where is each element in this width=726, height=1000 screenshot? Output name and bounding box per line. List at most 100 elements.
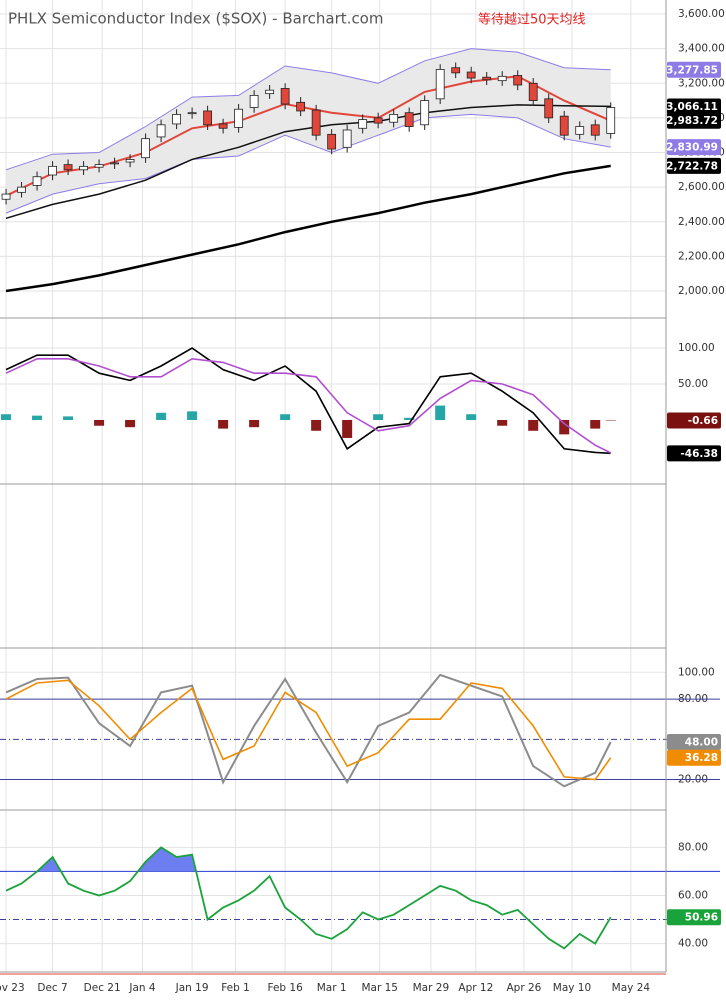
price-tag-label: 2,722.78 — [666, 160, 718, 172]
x-tick-label: Feb 16 — [267, 982, 303, 994]
overbought-fill — [37, 847, 197, 872]
x-tick-label: Dec 21 — [84, 982, 121, 994]
histogram-bar — [559, 419, 570, 435]
candle-body — [528, 82, 538, 101]
x-tick-label: Mar 1 — [317, 982, 347, 994]
candle-body — [358, 119, 368, 129]
y-tick-label: 2,600.00 — [678, 181, 725, 193]
line — [5, 673, 612, 788]
candle-body — [48, 165, 57, 176]
candle-body — [296, 101, 306, 112]
candle-body — [466, 71, 476, 79]
x-tick-label: Mar 29 — [413, 982, 450, 994]
x-tick-label: Apr 26 — [506, 982, 541, 994]
candle-body — [125, 159, 135, 163]
candle-body — [327, 133, 337, 150]
candle-body — [203, 110, 213, 126]
line — [5, 357, 612, 454]
price-tag-label: 36.28 — [685, 752, 718, 764]
x-tick-label: Jan 19 — [175, 982, 209, 994]
histogram-bar — [32, 415, 43, 420]
histogram-bar — [311, 419, 322, 431]
candle-body — [575, 126, 585, 135]
candle-body — [249, 94, 259, 108]
histogram-bar — [528, 419, 539, 431]
histogram-bar — [249, 419, 260, 428]
band-fill — [6, 48, 611, 214]
price-tag — [667, 909, 721, 926]
candle-body — [110, 162, 119, 165]
histogram-bar — [156, 412, 167, 420]
candle-body — [141, 138, 150, 159]
price-tag-label: 2,983.72 — [666, 115, 718, 127]
histogram-bar — [466, 414, 477, 420]
line — [5, 48, 611, 171]
candle-body — [513, 75, 523, 86]
candle-body — [482, 76, 492, 81]
candle-body — [590, 124, 600, 136]
y-tick-label: 3,600.00 — [678, 8, 725, 20]
price-tag — [667, 61, 721, 78]
candle-body — [265, 89, 275, 95]
line — [5, 113, 611, 214]
candle-body — [342, 129, 352, 148]
candle-body — [280, 88, 290, 105]
candle-body — [218, 123, 228, 129]
candle-body — [234, 108, 244, 128]
histogram-bar — [63, 416, 74, 420]
price-tag — [667, 98, 721, 115]
y-tick-label: 3,200.00 — [678, 77, 725, 89]
histogram-bar — [590, 419, 601, 429]
candle-body — [311, 109, 321, 136]
price-tag — [667, 412, 721, 429]
candle-body — [172, 114, 181, 125]
line — [5, 75, 612, 197]
histogram-bar — [280, 414, 291, 420]
histogram-bar — [435, 405, 446, 420]
price-tag-label: -46.38 — [680, 448, 718, 460]
price-tag — [667, 157, 721, 174]
price-tag-label: 3,066.11 — [666, 101, 718, 113]
x-tick-label: Feb 1 — [221, 982, 250, 994]
candle-body — [79, 165, 88, 171]
y-tick-label: 2,400.00 — [678, 216, 725, 228]
candle-body — [32, 176, 42, 186]
y-tick-label: 60.00 — [678, 889, 708, 901]
y-tick-label: 2,200.00 — [678, 250, 725, 262]
x-tick-label: Mar 15 — [361, 982, 398, 994]
line — [5, 104, 611, 220]
candle-body — [497, 75, 507, 82]
price-tag-label: 50.96 — [685, 912, 718, 924]
price-tag-label: 2,830.99 — [666, 142, 718, 154]
x-tick-label: Apr 12 — [458, 982, 493, 994]
line — [5, 164, 611, 293]
annotation: 等待越过50天均线 — [478, 12, 586, 28]
candle-body — [389, 114, 399, 123]
histogram-bar — [605, 419, 616, 421]
candle-body — [420, 100, 430, 126]
x-tick-label: May 24 — [612, 982, 651, 994]
price-tag — [667, 139, 721, 156]
candle-body — [94, 164, 104, 168]
y-tick-label: 50.00 — [678, 378, 708, 390]
line — [5, 846, 612, 950]
histogram-bar — [1, 414, 12, 420]
candle-body — [559, 115, 569, 136]
y-tick-label: 2,000.00 — [678, 285, 725, 297]
y-tick-label: 40.00 — [678, 938, 708, 950]
price-tag — [667, 112, 721, 129]
candle-body — [156, 124, 166, 138]
x-tick-label: May 10 — [553, 982, 591, 994]
line — [5, 347, 611, 455]
y-tick-label: 100.00 — [678, 342, 715, 354]
candle-body — [451, 67, 461, 74]
price-tag-label: 48.00 — [685, 737, 718, 749]
candle-body — [187, 112, 197, 115]
x-tick-label: Dec 7 — [37, 982, 67, 994]
histogram-bar — [218, 419, 229, 429]
candle-body — [435, 69, 445, 100]
price-tag-label: 3,277.85 — [666, 64, 718, 76]
candle-body — [373, 117, 383, 124]
candle-body — [63, 164, 73, 171]
